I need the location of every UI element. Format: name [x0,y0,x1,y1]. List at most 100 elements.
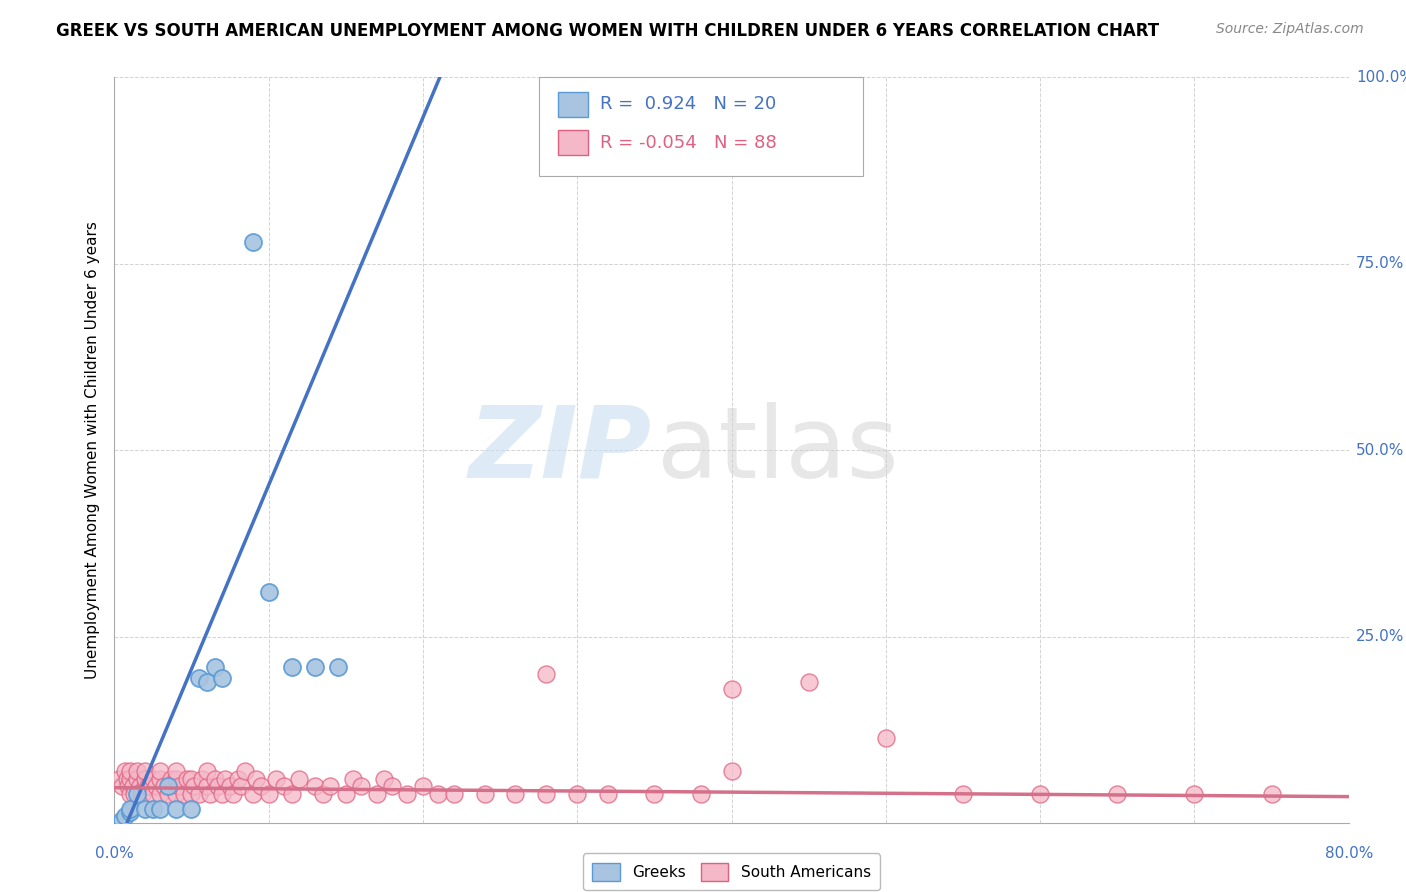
Point [474,787,496,801]
Point [118,787,141,801]
Point [211,787,233,801]
Text: GREEK VS SOUTH AMERICAN UNEMPLOYMENT AMONG WOMEN WITH CHILDREN UNDER 6 YEARS COR: GREEK VS SOUTH AMERICAN UNEMPLOYMENT AMO… [56,22,1160,40]
Point [195,674,218,689]
Text: atlas: atlas [658,402,898,499]
Point [136,779,159,793]
Point [396,787,419,801]
Point [152,779,174,793]
Point [145,779,167,793]
Point [342,772,364,786]
Point [257,787,280,801]
Point [249,779,271,793]
Point [173,787,195,801]
Point [304,660,326,674]
Point [443,787,465,801]
Point [129,779,152,793]
Point [204,772,226,786]
Point [350,779,373,793]
Point [952,787,974,801]
Point [319,779,342,793]
Point [1260,787,1282,801]
Point [127,787,149,801]
Point [536,787,558,801]
Legend: Greeks, South Americans: Greeks, South Americans [583,854,880,890]
Point [335,787,357,801]
Point [114,764,136,779]
Point [1029,787,1052,801]
Point [188,671,211,685]
Point [134,764,156,779]
Point [176,772,198,786]
Point [157,787,180,801]
Point [165,772,187,786]
Point [304,779,326,793]
Point [288,772,311,786]
Point [214,772,236,786]
Point [720,682,742,697]
Point [188,787,211,801]
Point [412,779,434,793]
Point [235,764,257,779]
Point [797,674,820,689]
Point [134,779,156,793]
Point [118,772,141,786]
Point [226,772,249,786]
Point [242,787,264,801]
Point [875,731,897,745]
Point [257,585,280,599]
Point [142,772,165,786]
Text: R = -0.054   N = 88: R = -0.054 N = 88 [600,134,776,152]
Point [127,764,149,779]
Point [427,787,450,801]
Text: ZIP: ZIP [468,402,651,499]
Point [643,787,665,801]
Point [114,809,136,823]
Point [118,764,141,779]
Point [180,772,202,786]
Point [165,764,187,779]
Text: Source: ZipAtlas.com: Source: ZipAtlas.com [1216,22,1364,37]
Point [165,801,187,815]
Point [142,787,165,801]
Point [536,667,558,681]
Point [219,779,242,793]
Point [596,787,619,801]
Point [134,801,156,815]
Point [204,660,226,674]
Point [245,772,267,786]
Point [134,772,156,786]
Point [198,787,221,801]
Text: R =  0.924   N = 20: R = 0.924 N = 20 [600,95,776,113]
Point [720,764,742,779]
Point [142,801,165,815]
Point [149,787,172,801]
Point [118,801,141,815]
Point [157,779,180,793]
Point [115,772,138,786]
Point [165,787,187,801]
Point [366,787,388,801]
Point [122,787,145,801]
Point [1184,787,1206,801]
Text: 75.0%: 75.0% [1355,257,1405,271]
Point [242,235,264,249]
Point [567,787,589,801]
Point [131,787,153,801]
Point [373,772,395,786]
Point [117,779,139,793]
Point [183,779,205,793]
Point [280,787,302,801]
Point [149,764,172,779]
Point [211,671,233,685]
Point [195,779,218,793]
Point [326,660,349,674]
Point [127,772,149,786]
Point [180,801,202,815]
Y-axis label: Unemployment Among Women with Children Under 6 years: Unemployment Among Women with Children U… [86,221,100,680]
Text: 50.0%: 50.0% [1355,443,1405,458]
Point [167,779,190,793]
Point [229,779,252,793]
Point [381,779,404,793]
Point [1107,787,1129,801]
Point [111,779,134,793]
